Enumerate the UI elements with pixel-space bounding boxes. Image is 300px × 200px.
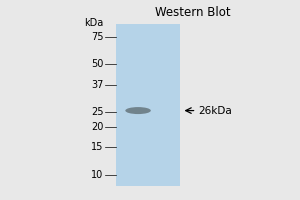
Text: 20: 20: [91, 122, 104, 132]
Text: 50: 50: [91, 59, 104, 69]
Text: 15: 15: [91, 142, 104, 152]
Text: 37: 37: [91, 80, 104, 90]
Text: 10: 10: [91, 170, 104, 180]
Text: kDa: kDa: [84, 18, 104, 28]
Text: Western Blot: Western Blot: [155, 5, 231, 19]
Ellipse shape: [125, 107, 151, 114]
Text: 26kDa: 26kDa: [198, 106, 232, 116]
Bar: [116, 24, 180, 186]
Text: 75: 75: [91, 32, 103, 42]
Text: 25: 25: [91, 107, 103, 117]
